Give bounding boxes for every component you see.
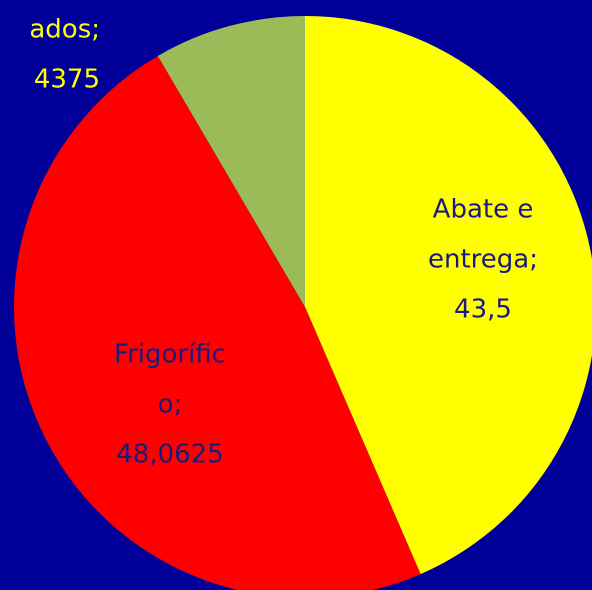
value-label: 4375 bbox=[34, 65, 100, 95]
slice-label: entrega; bbox=[428, 245, 538, 275]
slice-label: Abate e bbox=[433, 195, 534, 225]
slice-label: o; bbox=[158, 390, 183, 420]
pie-slice bbox=[157, 15, 305, 307]
pie-slice bbox=[305, 16, 592, 575]
slice-label: ados; bbox=[29, 15, 100, 45]
value-label: 48,0625 bbox=[116, 440, 224, 470]
pie-slice bbox=[14, 55, 421, 590]
value-label: 43,5 bbox=[454, 295, 512, 325]
slice-label: Frigorífic bbox=[114, 340, 226, 370]
